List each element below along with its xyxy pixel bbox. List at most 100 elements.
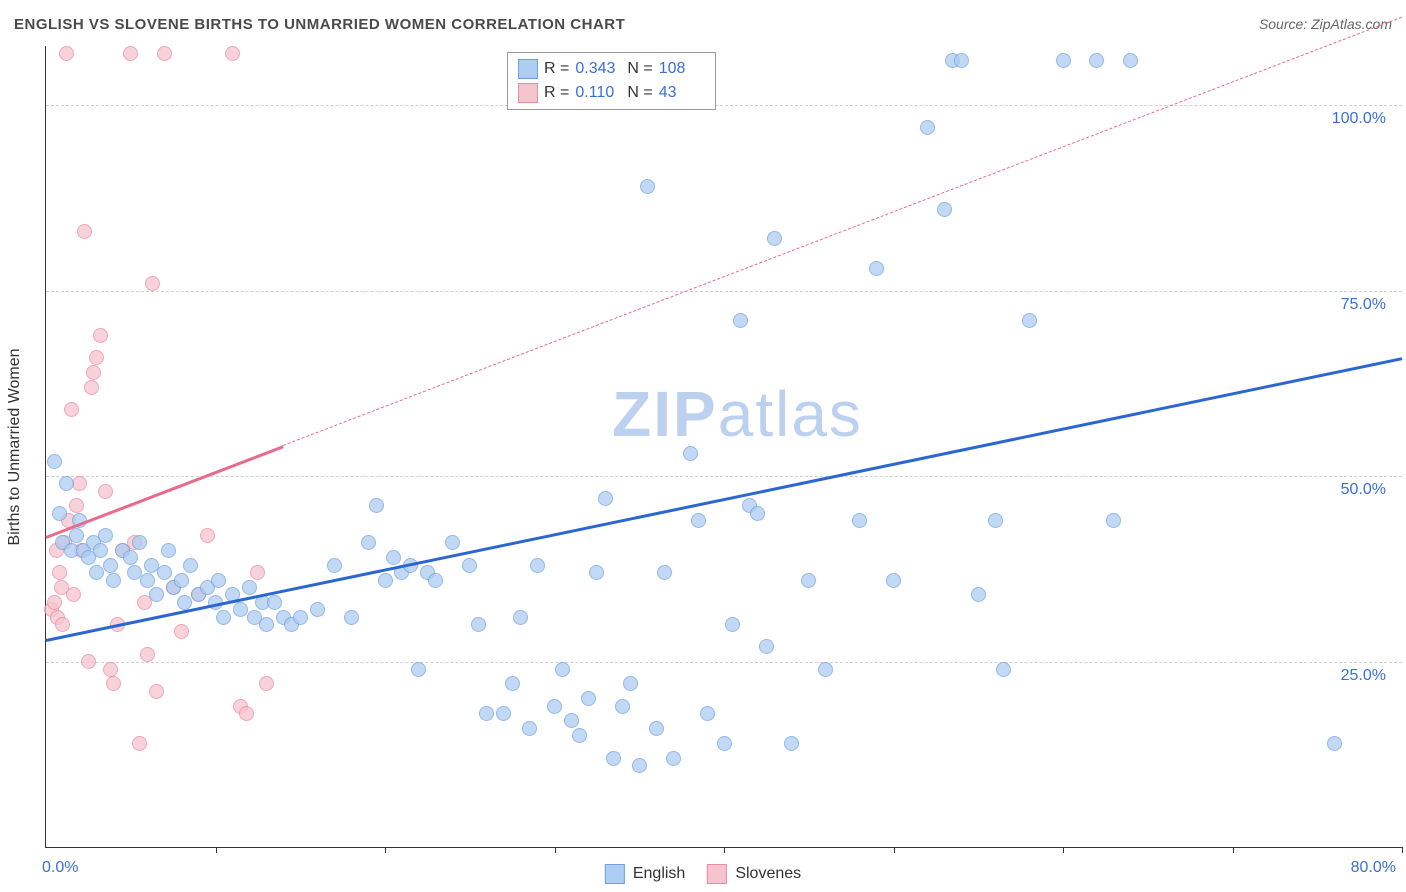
scatter-point — [471, 617, 486, 632]
scatter-point — [93, 328, 108, 343]
scatter-point — [623, 676, 638, 691]
trendline — [46, 358, 1403, 643]
scatter-point — [1056, 53, 1071, 68]
scatter-point — [52, 565, 67, 580]
scatter-point — [344, 610, 359, 625]
scatter-point — [937, 202, 952, 217]
legend-stats-row: R =0.343N =108 — [518, 57, 705, 81]
scatter-point — [1022, 313, 1037, 328]
scatter-point — [106, 676, 121, 691]
stat-n-value: 43 — [659, 81, 705, 105]
scatter-point — [47, 595, 62, 610]
scatter-point — [69, 528, 84, 543]
scatter-point — [1089, 53, 1104, 68]
scatter-point — [66, 587, 81, 602]
scatter-point — [657, 565, 672, 580]
scatter-point — [462, 558, 477, 573]
watermark-rest: atlas — [718, 378, 863, 450]
watermark-bold: ZIP — [612, 378, 718, 450]
scatter-point — [564, 713, 579, 728]
gridline-h — [46, 476, 1402, 477]
scatter-point — [267, 595, 282, 610]
stat-r-label: R = — [544, 81, 569, 105]
x-end-label: 80.0% — [1351, 859, 1396, 877]
scatter-point — [177, 595, 192, 610]
scatter-point — [59, 476, 74, 491]
scatter-point — [496, 706, 511, 721]
scatter-point — [666, 751, 681, 766]
scatter-point — [411, 662, 426, 677]
scatter-point — [72, 476, 87, 491]
scatter-point — [250, 565, 265, 580]
stat-n-label: N = — [627, 81, 652, 105]
scatter-point — [64, 402, 79, 417]
scatter-point — [513, 610, 528, 625]
trendline-extrapolated — [283, 16, 1402, 445]
scatter-point — [132, 535, 147, 550]
scatter-point — [725, 617, 740, 632]
scatter-point — [852, 513, 867, 528]
scatter-point — [589, 565, 604, 580]
stat-r-label: R = — [544, 57, 569, 81]
scatter-point — [700, 706, 715, 721]
plot-area: Births to Unmarried Women ZIPatlas 25.0%… — [45, 46, 1402, 848]
scatter-point — [81, 654, 96, 669]
scatter-point — [55, 617, 70, 632]
legend-swatch — [518, 59, 538, 79]
scatter-point — [259, 676, 274, 691]
scatter-point — [216, 610, 231, 625]
scatter-point — [47, 454, 62, 469]
scatter-point — [522, 721, 537, 736]
legend-stats-row: R =0.110N =43 — [518, 81, 705, 105]
scatter-point — [886, 573, 901, 588]
scatter-point — [505, 676, 520, 691]
scatter-point — [106, 573, 121, 588]
scatter-point — [378, 573, 393, 588]
trendline — [45, 445, 283, 539]
gridline-h — [46, 291, 1402, 292]
scatter-point — [59, 46, 74, 61]
scatter-point — [157, 46, 172, 61]
xtick — [216, 847, 217, 853]
scatter-point — [140, 647, 155, 662]
scatter-point — [954, 53, 969, 68]
chart-header: ENGLISH VS SLOVENE BIRTHS TO UNMARRIED W… — [0, 0, 1406, 40]
xtick — [894, 847, 895, 853]
scatter-point — [310, 602, 325, 617]
scatter-point — [606, 751, 621, 766]
legend-bottom: EnglishSlovenes — [605, 864, 801, 884]
scatter-point — [98, 528, 113, 543]
scatter-point — [683, 446, 698, 461]
scatter-point — [211, 573, 226, 588]
scatter-point — [920, 120, 935, 135]
gridline-h — [46, 662, 1402, 663]
xtick — [1063, 847, 1064, 853]
scatter-point — [93, 543, 108, 558]
scatter-point — [1106, 513, 1121, 528]
scatter-point — [86, 365, 101, 380]
scatter-point — [174, 624, 189, 639]
xtick — [724, 847, 725, 853]
scatter-point — [89, 565, 104, 580]
scatter-point — [77, 224, 92, 239]
stat-n-label: N = — [627, 57, 652, 81]
scatter-point — [103, 662, 118, 677]
ytick-label: 75.0% — [1337, 296, 1390, 314]
scatter-point — [988, 513, 1003, 528]
scatter-point — [239, 706, 254, 721]
scatter-point — [327, 558, 342, 573]
scatter-point — [242, 580, 257, 595]
scatter-point — [89, 350, 104, 365]
scatter-point — [84, 380, 99, 395]
scatter-point — [1327, 736, 1342, 751]
plot-canvas: ZIPatlas 25.0%50.0%75.0%100.0%0.0%80.0%R… — [45, 46, 1402, 848]
legend-stats-box: R =0.343N =108R =0.110N =43 — [507, 52, 716, 110]
scatter-point — [547, 699, 562, 714]
scatter-point — [157, 565, 172, 580]
legend-swatch — [605, 864, 625, 884]
scatter-point — [361, 535, 376, 550]
scatter-point — [200, 528, 215, 543]
legend-item: English — [605, 864, 685, 884]
scatter-point — [149, 684, 164, 699]
scatter-point — [183, 558, 198, 573]
